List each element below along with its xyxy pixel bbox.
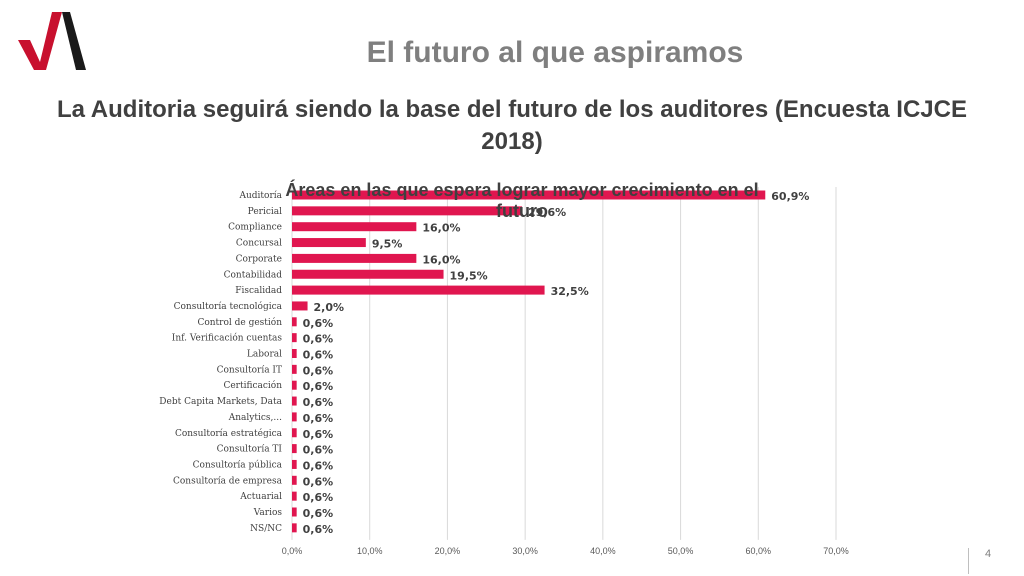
- category-label: Consultoría tecnológica: [174, 301, 283, 312]
- x-tick-label: 40,0%: [590, 546, 616, 556]
- category-label: Auditoría: [238, 190, 282, 201]
- x-tick-label: 50,0%: [668, 546, 694, 556]
- bar: [292, 269, 444, 279]
- data-label: 0,6%: [303, 491, 334, 504]
- data-label: 0,6%: [303, 317, 334, 330]
- bar: [292, 444, 297, 454]
- bar: [292, 333, 297, 343]
- x-tick-label: 0,0%: [282, 546, 303, 556]
- logo-red-stroke: [18, 12, 62, 70]
- data-label: 0,6%: [303, 428, 334, 441]
- category-label: Consultoría de empresa: [173, 475, 283, 486]
- category-label: NS/NC: [250, 524, 282, 534]
- company-logo: [18, 12, 86, 70]
- bar: [292, 206, 523, 216]
- x-tick-label: 10,0%: [357, 546, 383, 556]
- category-label: Inf. Verificación cuentas: [172, 333, 283, 344]
- category-label: Actuarial: [239, 492, 282, 502]
- category-label: Pericial: [248, 207, 282, 217]
- data-label: 9,5%: [372, 238, 403, 251]
- bar: [292, 317, 297, 327]
- category-label: Concursal: [236, 239, 282, 249]
- data-label: 2,0%: [314, 301, 345, 314]
- bar: [292, 364, 297, 374]
- category-label: Debt Capita Markets, Data: [159, 397, 282, 407]
- x-tick-label: 70,0%: [823, 546, 849, 556]
- category-label: Consultoría pública: [193, 459, 283, 470]
- category-label: Varios: [253, 508, 283, 518]
- category-label: Consultoría estratégica: [175, 428, 283, 439]
- data-label: 0,6%: [303, 475, 334, 488]
- bar: [292, 190, 766, 200]
- bar: [292, 396, 297, 406]
- bar: [292, 523, 297, 533]
- data-label: 29,6%: [528, 206, 566, 219]
- x-tick-label: 60,0%: [746, 546, 772, 556]
- bar: [292, 285, 545, 295]
- data-label: 0,6%: [303, 380, 334, 393]
- data-label: 0,6%: [303, 364, 334, 377]
- category-label: Fiscalidad: [235, 286, 282, 296]
- category-label: Laboral: [247, 350, 282, 360]
- category-label: Contabilidad: [224, 270, 283, 280]
- data-label: 0,6%: [303, 349, 334, 362]
- category-label: Analytics,...: [228, 413, 282, 423]
- slide-title: El futuro al que aspiramos: [366, 36, 744, 69]
- logo-black-stroke: [62, 12, 86, 70]
- data-label: 0,6%: [303, 523, 334, 536]
- category-label: Certificación: [223, 380, 282, 391]
- bar: [292, 380, 297, 390]
- category-label: Consultoría IT: [217, 364, 282, 375]
- bar: [292, 253, 417, 263]
- chart-title: Áreas en las que espera lograr mayor cre…: [285, 180, 759, 221]
- bar: [292, 349, 297, 358]
- data-label: 60,9%: [771, 190, 809, 203]
- category-label: Corporate: [236, 254, 282, 264]
- bar: [292, 428, 297, 438]
- page-number: 4: [985, 548, 992, 560]
- category-label: Compliance: [228, 223, 282, 233]
- data-label: 0,6%: [303, 333, 334, 346]
- data-label: 0,6%: [303, 507, 334, 520]
- bar: [292, 459, 297, 469]
- bar: [292, 222, 417, 232]
- bar: [292, 301, 308, 311]
- slide-subtitle: La Auditoria seguirá siendo la base del …: [57, 96, 967, 155]
- category-label: Control de gestión: [197, 317, 282, 328]
- bar: [292, 475, 297, 485]
- data-label: 0,6%: [303, 396, 334, 409]
- bar: [292, 507, 297, 517]
- data-label: 32,5%: [551, 285, 589, 298]
- bar: [292, 412, 297, 422]
- data-label: 0,6%: [303, 412, 334, 425]
- data-label: 19,5%: [450, 269, 488, 282]
- bar: [292, 238, 366, 248]
- data-label: 16,0%: [422, 222, 460, 235]
- x-tick-label: 20,0%: [435, 546, 461, 556]
- data-label: 0,6%: [303, 459, 334, 472]
- bar: [292, 491, 297, 501]
- category-label: Consultoría TI: [217, 444, 283, 455]
- page-divider: [968, 548, 969, 574]
- x-tick-label: 30,0%: [512, 546, 538, 556]
- data-label: 0,6%: [303, 444, 334, 457]
- data-label: 16,0%: [422, 253, 460, 266]
